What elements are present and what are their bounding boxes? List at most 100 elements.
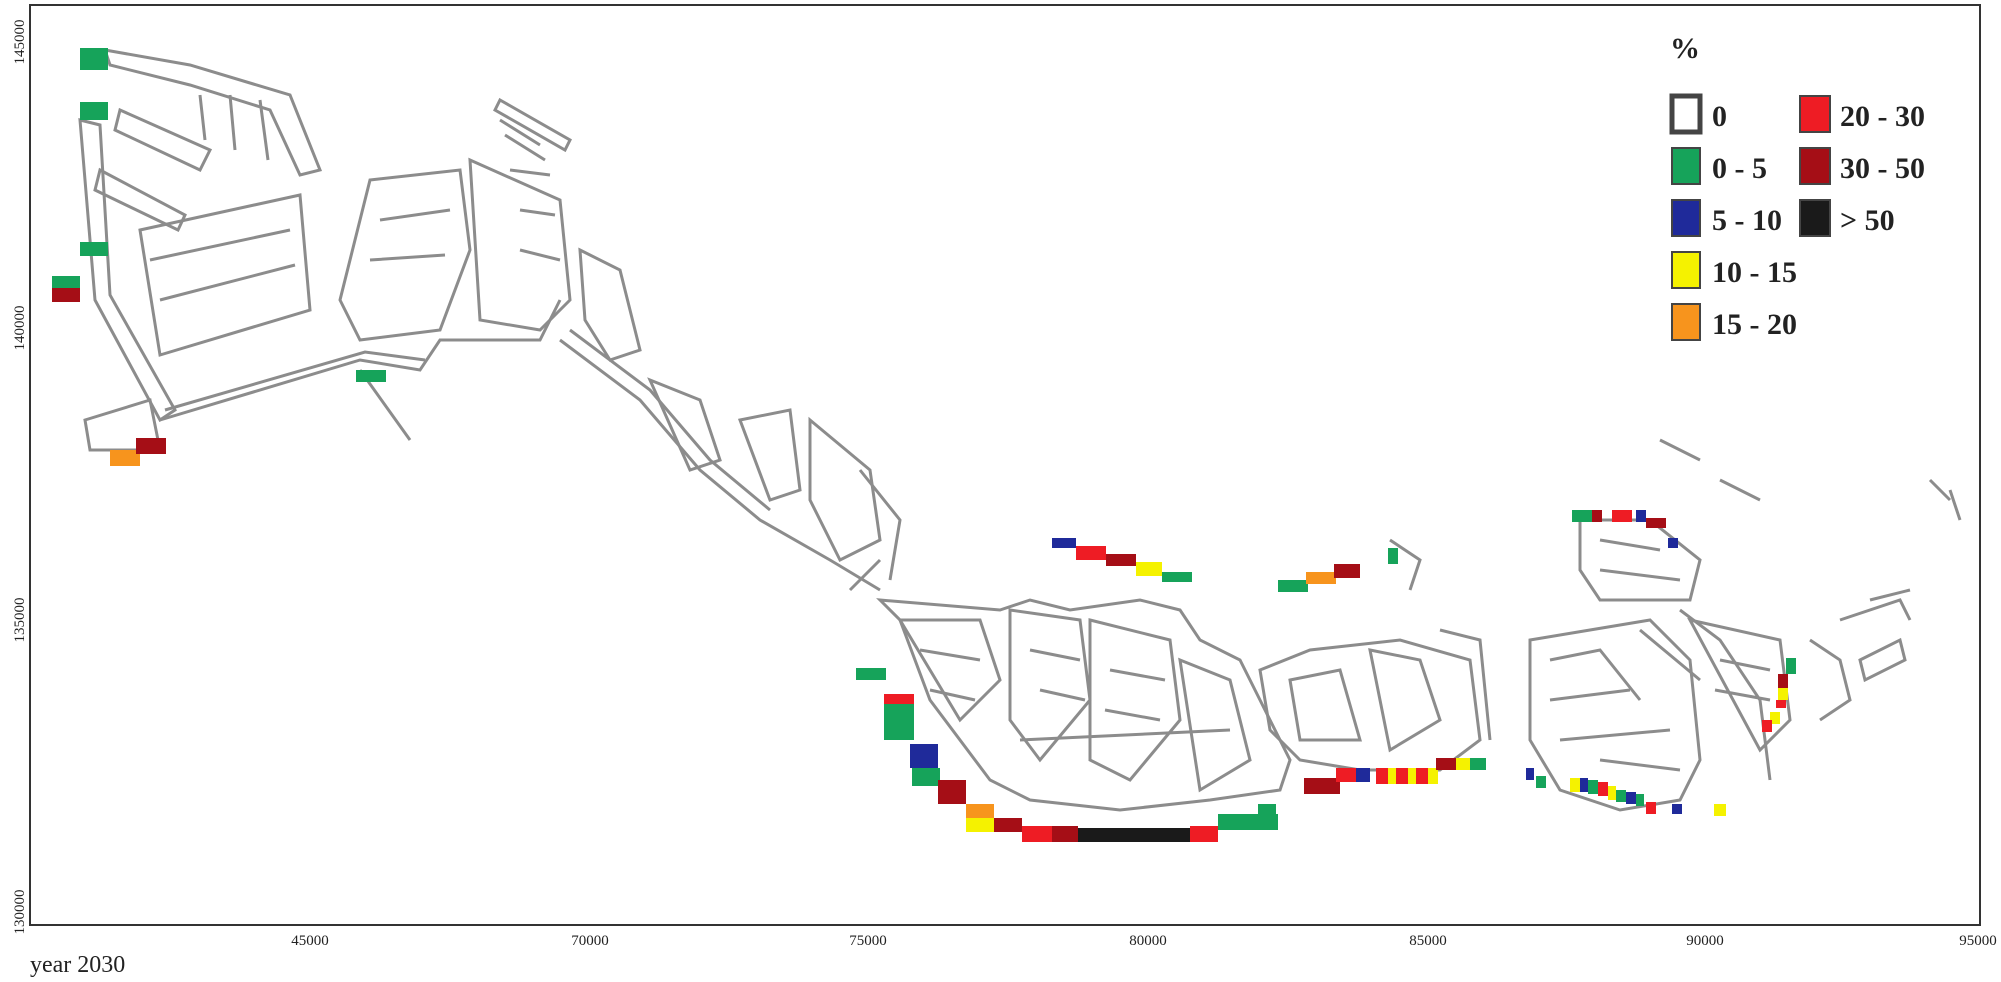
- legend-swatch: [1671, 147, 1701, 185]
- legend-label: 0: [1712, 100, 1727, 133]
- segment: [1626, 792, 1636, 804]
- segment: [1258, 804, 1276, 814]
- legend-label: 10 - 15: [1712, 256, 1797, 289]
- segment: [1162, 572, 1192, 582]
- segment: [136, 438, 166, 454]
- legend-swatch: [1671, 251, 1701, 289]
- legend-label: 30 - 50: [1840, 152, 1925, 185]
- segment: [1776, 700, 1786, 708]
- segment: [1336, 768, 1356, 782]
- segment: [1076, 546, 1106, 560]
- legend-swatch: [1799, 147, 1831, 185]
- segment: [966, 804, 994, 818]
- segment: [1388, 768, 1396, 784]
- legend-label: 20 - 30: [1840, 100, 1925, 133]
- segment: [1636, 794, 1644, 806]
- segment: [884, 704, 914, 740]
- legend-swatch: [1671, 303, 1701, 341]
- legend-swatch: [1799, 95, 1831, 133]
- segment: [1356, 768, 1370, 782]
- segment: [1612, 510, 1632, 522]
- segment: [1646, 802, 1656, 814]
- segment: [1672, 804, 1682, 814]
- segment: [356, 370, 386, 382]
- segment: [1580, 778, 1588, 792]
- legend-label: 15 - 20: [1712, 308, 1797, 341]
- x-tick-label: 80000: [1129, 933, 1167, 949]
- segment: [966, 818, 994, 832]
- year-caption: year 2030: [30, 952, 126, 978]
- segment: [1646, 518, 1666, 528]
- y-tick-label: 135000: [12, 598, 28, 643]
- y-tick-label: 130000: [12, 890, 28, 935]
- x-tick-label: 75000: [849, 933, 887, 949]
- segment: [1408, 768, 1416, 784]
- segment: [1770, 712, 1780, 724]
- legend-label: 5 - 10: [1712, 204, 1782, 237]
- segment: [1592, 510, 1602, 522]
- segment: [1306, 572, 1336, 584]
- legend-label: > 50: [1840, 204, 1895, 237]
- segment: [1388, 548, 1398, 564]
- segment: [1636, 510, 1646, 522]
- segment: [52, 288, 80, 302]
- segment: [1786, 658, 1796, 674]
- legend-title: %: [1670, 32, 1700, 65]
- segment: [80, 242, 108, 256]
- segment: [1470, 758, 1486, 770]
- legend-label: 0 - 5: [1712, 152, 1767, 185]
- segment: [1598, 782, 1608, 796]
- segment: [938, 780, 966, 804]
- segment: [910, 744, 938, 768]
- segment: [1778, 674, 1788, 688]
- segment: [994, 818, 1022, 832]
- x-tick-label: 85000: [1409, 933, 1447, 949]
- x-tick-label: 45000: [291, 933, 329, 949]
- segment: [1078, 828, 1190, 842]
- segment: [1136, 562, 1162, 576]
- segment: [884, 694, 914, 704]
- segment: [1436, 758, 1458, 770]
- segment: [912, 768, 940, 786]
- segment: [1106, 554, 1136, 566]
- segment: [1526, 768, 1534, 780]
- segment: [1608, 786, 1616, 800]
- x-tick-label: 70000: [571, 933, 609, 949]
- axis-ticks: 45000 70000 75000 80000 85000 90000 9500…: [12, 20, 1997, 950]
- building-outlines: [78, 48, 1962, 812]
- segment: [1052, 538, 1076, 548]
- segment: [1376, 768, 1388, 784]
- segment: [1588, 780, 1598, 794]
- segment: [1616, 790, 1626, 802]
- segment: [80, 102, 108, 120]
- segment: [80, 48, 108, 70]
- segment: [1190, 826, 1218, 842]
- segment: [1334, 564, 1360, 578]
- segment: [52, 276, 80, 288]
- segment: [1304, 778, 1340, 794]
- segment: [110, 450, 140, 466]
- segment: [1456, 758, 1470, 770]
- segment: [1218, 814, 1278, 830]
- y-tick-label: 145000: [12, 20, 28, 65]
- legend-swatch: [1799, 199, 1831, 237]
- segment: [1536, 776, 1546, 788]
- legend: % 0 0 - 5 5 - 10 10 - 15 15 - 20 20 - 30…: [1669, 32, 1925, 341]
- segment: [1762, 720, 1772, 732]
- map-frame: [29, 4, 1981, 926]
- segment: [1278, 580, 1308, 592]
- segment: [1714, 804, 1726, 816]
- legend-swatch: [1669, 93, 1703, 135]
- flood-percentage-segments: [52, 48, 1796, 842]
- segment: [1668, 538, 1678, 548]
- segment: [1052, 826, 1078, 842]
- segment: [1022, 826, 1052, 842]
- segment: [1570, 778, 1580, 792]
- segment: [1572, 510, 1592, 522]
- segment: [1778, 688, 1788, 700]
- segment: [1416, 768, 1428, 784]
- legend-swatch: [1671, 199, 1701, 237]
- y-tick-label: 140000: [12, 306, 28, 351]
- segment: [856, 668, 886, 680]
